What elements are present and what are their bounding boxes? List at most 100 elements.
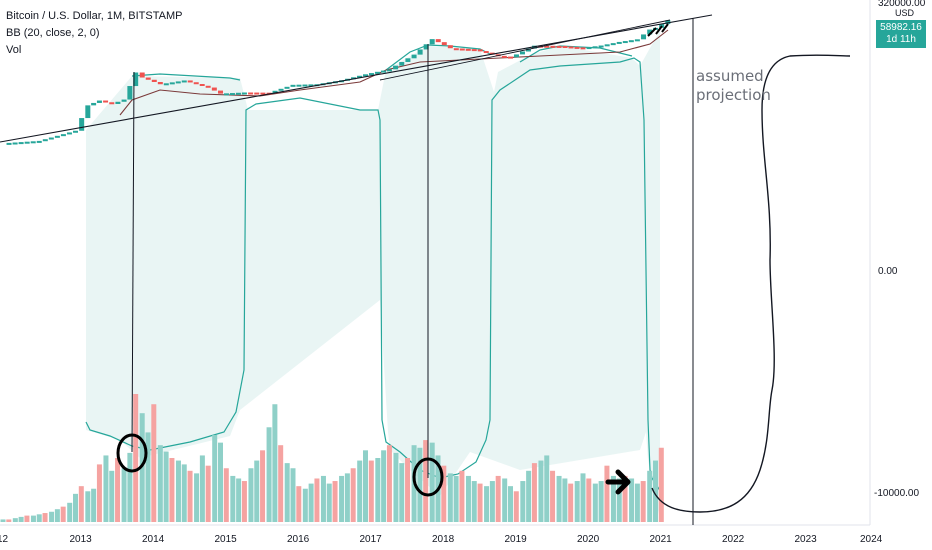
volume-bar bbox=[459, 470, 465, 522]
candle bbox=[133, 72, 139, 87]
volume-bar bbox=[326, 483, 332, 522]
price-unit: USD bbox=[894, 8, 914, 18]
candle bbox=[60, 134, 66, 137]
time-tick: 2015 bbox=[215, 534, 238, 545]
candle bbox=[374, 71, 380, 74]
volume-bar bbox=[284, 463, 290, 522]
volume-bar bbox=[423, 440, 429, 522]
candle bbox=[24, 141, 30, 144]
candle bbox=[296, 84, 302, 87]
volume-bar bbox=[489, 481, 495, 522]
volume-bar bbox=[502, 478, 508, 522]
volume-bar bbox=[121, 468, 127, 522]
volume-bar bbox=[314, 478, 320, 522]
volume-bar bbox=[127, 452, 133, 522]
candle bbox=[489, 52, 495, 55]
volume-bar bbox=[241, 481, 247, 522]
volume-bar bbox=[109, 470, 115, 522]
volume-bar bbox=[36, 514, 42, 522]
volume-bar bbox=[368, 460, 374, 522]
time-tick: 2017 bbox=[360, 534, 383, 545]
candle bbox=[103, 100, 109, 103]
volume-bar bbox=[520, 481, 526, 522]
candle bbox=[145, 77, 151, 80]
volume-bar bbox=[54, 509, 60, 522]
volume-bar bbox=[375, 458, 381, 522]
circle-marker-2018 bbox=[412, 457, 444, 497]
candle bbox=[79, 118, 85, 131]
time-tick: 2016 bbox=[287, 534, 310, 545]
volume-bar bbox=[513, 491, 519, 522]
candle bbox=[380, 70, 386, 73]
candle bbox=[163, 83, 169, 86]
candle bbox=[513, 54, 519, 58]
candle bbox=[272, 90, 278, 93]
volume-bar bbox=[290, 468, 296, 522]
candle bbox=[175, 81, 181, 84]
volume-bar bbox=[302, 488, 308, 522]
candle bbox=[368, 73, 374, 76]
candle bbox=[550, 45, 556, 48]
candle bbox=[187, 80, 193, 83]
volume-bar bbox=[6, 519, 12, 522]
volume-bar bbox=[604, 465, 610, 522]
candle bbox=[405, 58, 411, 62]
candle bbox=[223, 93, 229, 96]
time-axis: 12 2013 2014 2015 2016 2017 2018 2019 2020 2021 20… bbox=[0, 534, 883, 545]
time-tick: 2019 bbox=[505, 534, 528, 545]
small-arrows-icon bbox=[647, 23, 669, 37]
candle bbox=[568, 46, 574, 49]
candle bbox=[411, 54, 417, 59]
candle bbox=[628, 40, 634, 43]
candle bbox=[181, 80, 187, 83]
candle bbox=[284, 86, 290, 89]
candle bbox=[610, 43, 616, 46]
volume-bar bbox=[495, 475, 501, 522]
candle bbox=[169, 82, 175, 85]
candle bbox=[447, 45, 453, 49]
time-tick: 2018 bbox=[432, 534, 455, 545]
candle bbox=[386, 69, 392, 72]
candle bbox=[508, 56, 513, 59]
volume-bar bbox=[24, 515, 30, 522]
chart-legend: Bitcoin / U.S. Dollar, 1M, BITSTAMP BB (… bbox=[6, 8, 182, 59]
volume-bar bbox=[640, 481, 646, 522]
volume-bar bbox=[278, 445, 284, 522]
candle bbox=[91, 102, 97, 106]
candle bbox=[647, 29, 653, 35]
volume-bar bbox=[308, 483, 314, 522]
candle bbox=[616, 41, 622, 44]
volume-bar bbox=[586, 478, 592, 522]
price-tick-top: 320000.00 bbox=[878, 0, 926, 9]
bollinger-band-fill bbox=[86, 30, 660, 520]
volume-bar bbox=[254, 460, 260, 522]
candle bbox=[18, 142, 24, 145]
candle bbox=[399, 61, 405, 66]
volume-bar bbox=[562, 478, 568, 522]
candle bbox=[157, 82, 163, 85]
candle bbox=[302, 84, 308, 87]
legend-volume[interactable]: Vol bbox=[6, 44, 22, 56]
candle bbox=[211, 87, 217, 91]
volume-bar bbox=[447, 473, 453, 522]
candle bbox=[562, 45, 568, 48]
volume-bar bbox=[181, 464, 187, 522]
legend-indicator[interactable]: BB (20, close, 2, 0) bbox=[6, 27, 100, 39]
volume-bar bbox=[115, 458, 121, 522]
arrow-icon bbox=[605, 469, 631, 495]
candle bbox=[477, 49, 483, 52]
candle bbox=[54, 135, 60, 138]
candle bbox=[248, 92, 254, 95]
volume-bar bbox=[194, 473, 200, 522]
volume-bar bbox=[363, 450, 368, 522]
volume-bar bbox=[85, 491, 91, 522]
bollinger-upper-band bbox=[131, 73, 241, 81]
legend-symbol[interactable]: Bitcoin / U.S. Dollar, 1M, BITSTAMP bbox=[6, 10, 183, 22]
candle bbox=[592, 46, 598, 49]
volume-bar bbox=[12, 518, 18, 522]
candle bbox=[229, 93, 235, 96]
volume-bar bbox=[103, 455, 109, 522]
last-price-value: 58982.16 bbox=[880, 22, 922, 33]
candle bbox=[483, 51, 489, 54]
volume-bar bbox=[484, 486, 490, 522]
